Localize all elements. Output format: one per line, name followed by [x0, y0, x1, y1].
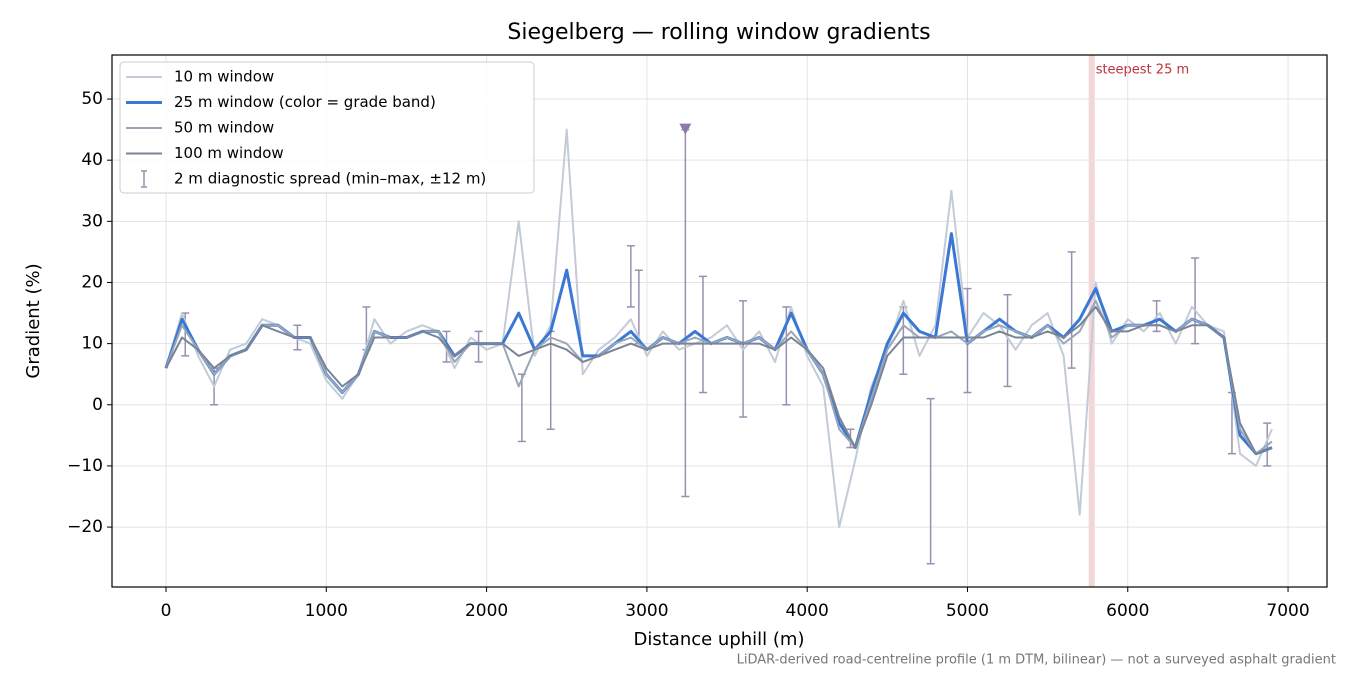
x-tick-label: 1000 — [305, 601, 348, 621]
x-tick-label: 0 — [161, 601, 172, 621]
error-bar — [1067, 251, 1076, 369]
highlight-band — [1088, 55, 1095, 587]
y-tick-label: −20 — [67, 517, 103, 537]
y-tick-label: −10 — [67, 456, 103, 476]
legend-label: 50 m window — [174, 119, 274, 137]
x-tick-label: 6000 — [1106, 601, 1149, 621]
x-tick-label: 7000 — [1266, 601, 1309, 621]
legend-label: 10 m window — [174, 68, 274, 86]
x-tick-label: 2000 — [465, 601, 508, 621]
clipped-marker — [679, 123, 692, 135]
y-tick-label: 30 — [81, 211, 103, 231]
y-tick-label: 40 — [81, 150, 103, 170]
legend: 10 m window 25 m window (color = grade ba… — [119, 61, 535, 194]
error-bar — [926, 397, 935, 565]
y-tick-label: 20 — [81, 272, 103, 292]
error-bar — [626, 245, 635, 308]
highlight-label: steepest 25 m — [1096, 63, 1189, 78]
error-bar — [681, 128, 690, 498]
error-bar — [698, 275, 707, 394]
legend-box — [119, 61, 535, 194]
legend-label: 25 m window (color = grade band) — [174, 93, 436, 111]
y-tick-label: 50 — [81, 89, 103, 109]
y-tick-label: 10 — [81, 334, 103, 354]
x-axis-label: Distance uphill (m) — [634, 629, 805, 650]
series-line — [165, 305, 1273, 455]
legend-label: 100 m window — [174, 144, 284, 162]
plot-frame — [111, 54, 1328, 588]
x-tick-label: 5000 — [946, 601, 989, 621]
error-bar — [474, 330, 483, 363]
error-bar — [1191, 257, 1200, 345]
footnote: LiDAR-derived road-centreline profile (1… — [737, 653, 1336, 668]
x-tick-label: 3000 — [625, 601, 668, 621]
x-tick-label: 4000 — [786, 601, 829, 621]
legend-label: 2 m diagnostic spread (min–max, ±12 m) — [174, 170, 486, 188]
y-axis-label: Gradient (%) — [23, 263, 44, 378]
chart-title: Siegelberg — rolling window gradients — [507, 20, 930, 45]
y-tick-label: 0 — [92, 395, 103, 415]
error-bar — [1003, 293, 1012, 388]
series-line — [165, 128, 1273, 529]
error-bar — [739, 300, 748, 418]
error-bar — [546, 330, 555, 430]
